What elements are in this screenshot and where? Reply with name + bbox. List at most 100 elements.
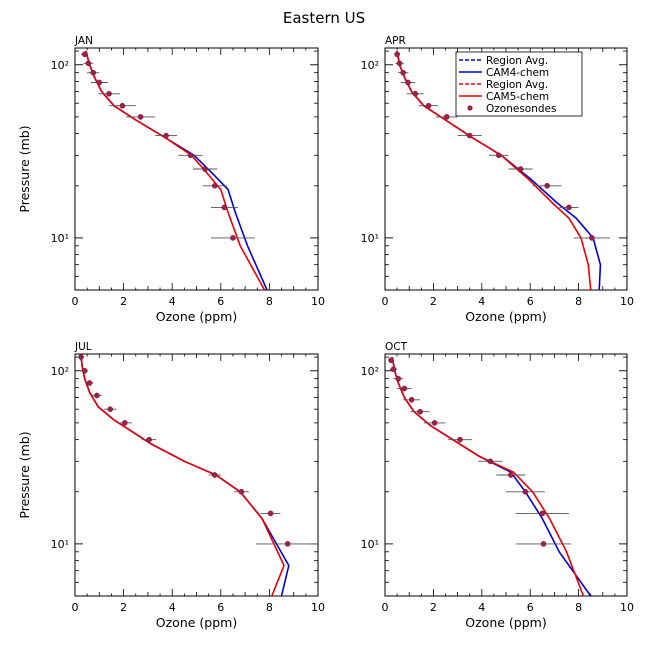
sonde-point bbox=[522, 488, 529, 495]
y-tick-label: 10¹ bbox=[361, 232, 379, 245]
sonde-point bbox=[395, 375, 402, 382]
x-axis-label: Ozone (ppm) bbox=[465, 309, 546, 324]
legend-label: Region Avg. bbox=[486, 79, 548, 91]
cam4-line bbox=[391, 356, 592, 596]
x-tick-label: 8 bbox=[575, 601, 582, 614]
y-tick-label: 10² bbox=[51, 365, 69, 378]
sonde-point bbox=[78, 354, 84, 360]
sonde-point bbox=[443, 114, 450, 120]
sonde-point bbox=[284, 541, 291, 547]
sonde-point bbox=[401, 385, 408, 392]
x-tick-label: 4 bbox=[169, 601, 176, 614]
x-tick-label: 0 bbox=[382, 601, 389, 614]
cam5-line bbox=[80, 357, 285, 596]
x-tick-label: 8 bbox=[266, 601, 273, 614]
sonde-point bbox=[163, 132, 169, 139]
x-tick-label: 6 bbox=[217, 601, 224, 614]
sonde-point bbox=[408, 396, 415, 403]
x-tick-label: 6 bbox=[527, 601, 534, 614]
panels: 0 2 4 6 8 10 10¹ 10² JAN Ozone (ppm) Pressure (mb)… bbox=[17, 35, 634, 630]
x-tick-label: 10 bbox=[620, 601, 634, 614]
chart-panel-jan: 0 2 4 6 8 10 10¹ 10² JAN Ozone (ppm) Pressure (mb) bbox=[17, 35, 325, 324]
figure-title: Eastern US bbox=[283, 9, 365, 27]
sonde-point bbox=[457, 436, 463, 443]
x-tick-label: 2 bbox=[120, 295, 127, 308]
sonde-point bbox=[119, 102, 126, 109]
sonde-point bbox=[137, 114, 144, 120]
x-axis-label: Ozone (ppm) bbox=[156, 615, 237, 630]
y-tick-label: 10¹ bbox=[51, 538, 69, 551]
sonde-point bbox=[221, 204, 228, 211]
sonde-point bbox=[394, 51, 400, 58]
x-axis-label: Ozone (ppm) bbox=[156, 309, 237, 324]
sonde-point bbox=[412, 90, 419, 97]
sonde-point bbox=[405, 79, 411, 86]
plot-data bbox=[78, 354, 318, 596]
chart-panel-apr: 0 2 4 6 8 10 10¹ 10² APR Ozone (ppm) bbox=[361, 35, 634, 324]
sonde-point bbox=[508, 472, 514, 478]
sonde-point bbox=[589, 235, 595, 241]
sonde-point bbox=[86, 380, 93, 386]
sonde-point bbox=[106, 90, 112, 97]
x-tick-label: 0 bbox=[72, 295, 79, 308]
sonde-point bbox=[94, 392, 100, 399]
cam5-line bbox=[396, 50, 592, 290]
sonde-point bbox=[544, 182, 550, 189]
x-tick-label: 10 bbox=[311, 295, 325, 308]
sonde-point bbox=[238, 488, 245, 495]
y-tick-label: 10¹ bbox=[361, 538, 379, 551]
sonde-point bbox=[107, 406, 114, 412]
x-axis-label: Ozone (ppm) bbox=[465, 615, 546, 630]
chart-panel-jul: 0 2 4 6 8 10 10¹ 10² JUL Ozone (ppm) Pressure (mb) bbox=[17, 341, 325, 630]
x-tick-label: 8 bbox=[575, 295, 582, 308]
legend-marker bbox=[467, 105, 473, 111]
sonde-point bbox=[211, 472, 218, 478]
x-tick-label: 0 bbox=[72, 601, 79, 614]
y-tick-label: 10² bbox=[51, 59, 69, 72]
x-tick-label: 2 bbox=[120, 601, 127, 614]
sonde-point bbox=[267, 510, 274, 517]
sonde-point bbox=[81, 367, 88, 374]
sonde-point bbox=[211, 182, 218, 189]
sonde-point bbox=[96, 79, 103, 86]
panel-label: JUL bbox=[74, 341, 92, 353]
sonde-point bbox=[566, 204, 572, 211]
plot-data bbox=[394, 50, 611, 290]
sonde-point bbox=[81, 51, 88, 58]
cam5-line bbox=[391, 356, 585, 596]
sonde-point bbox=[539, 510, 546, 517]
x-tick-label: 10 bbox=[620, 295, 634, 308]
x-tick-label: 6 bbox=[527, 295, 534, 308]
sonde-point bbox=[122, 420, 128, 426]
sonde-point bbox=[540, 541, 547, 547]
sonde-point bbox=[396, 60, 403, 67]
y-axis-label: Pressure (mb) bbox=[17, 431, 32, 518]
sonde-point bbox=[202, 166, 208, 172]
plot-data bbox=[81, 50, 268, 290]
x-tick-label: 6 bbox=[217, 295, 224, 308]
sonde-point bbox=[417, 408, 423, 415]
x-tick-label: 10 bbox=[311, 601, 325, 614]
sonde-point bbox=[230, 235, 236, 241]
cam5-line bbox=[85, 50, 266, 290]
legend-label: CAM5-chem bbox=[486, 91, 549, 103]
sonde-point bbox=[85, 60, 92, 67]
x-tick-label: 4 bbox=[478, 295, 485, 308]
panel-label: APR bbox=[385, 35, 406, 47]
sonde-point bbox=[495, 152, 502, 159]
cam4-line bbox=[85, 50, 268, 290]
y-axis-label: Pressure (mb) bbox=[17, 125, 32, 212]
sonde-point bbox=[517, 166, 524, 172]
x-tick-label: 4 bbox=[478, 601, 485, 614]
sonde-point bbox=[390, 366, 397, 373]
sonde-point bbox=[187, 152, 194, 159]
panel-label: JAN bbox=[74, 35, 93, 47]
sonde-point bbox=[90, 69, 97, 76]
chart-panel-oct: 0 2 4 6 8 10 10¹ 10² OCT Ozone (ppm) bbox=[361, 341, 634, 630]
legend-label: Ozonesondes bbox=[486, 103, 556, 115]
x-tick-label: 4 bbox=[169, 295, 176, 308]
x-tick-label: 8 bbox=[266, 295, 273, 308]
sonde-point bbox=[425, 102, 432, 109]
